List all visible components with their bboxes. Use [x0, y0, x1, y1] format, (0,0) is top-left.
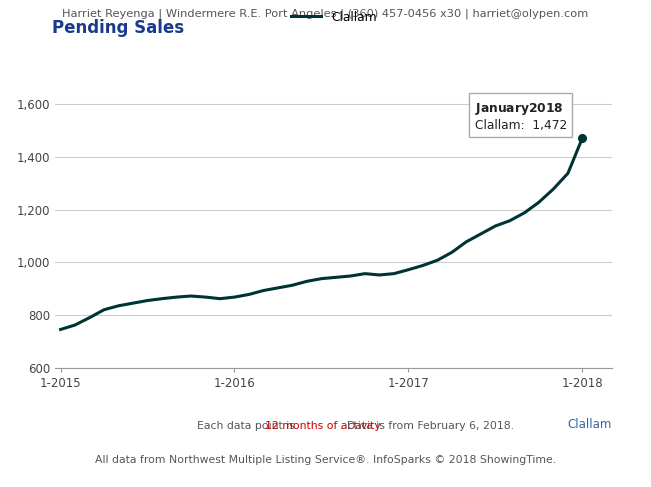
Text: Each data point is: Each data point is [197, 421, 298, 431]
Text: Clallam: Clallam [568, 418, 612, 431]
Text: Harriet Reyenga | Windermere R.E. Port Angeles | (360) 457-0456 x30 | harriet@ol: Harriet Reyenga | Windermere R.E. Port A… [62, 9, 589, 19]
Text: All data from Northwest Multiple Listing Service®. InfoSparks © 2018 ShowingTime: All data from Northwest Multiple Listing… [95, 455, 556, 465]
Text: Pending Sales: Pending Sales [52, 19, 184, 37]
Text: 12 months of activity: 12 months of activity [264, 421, 380, 431]
Text: $\bf{January 2018}$
Clallam:  1,472: $\bf{January 2018}$ Clallam: 1,472 [475, 101, 567, 132]
Legend: Clallam: Clallam [286, 6, 381, 29]
Text: . Data is from February 6, 2018.: . Data is from February 6, 2018. [340, 421, 514, 431]
